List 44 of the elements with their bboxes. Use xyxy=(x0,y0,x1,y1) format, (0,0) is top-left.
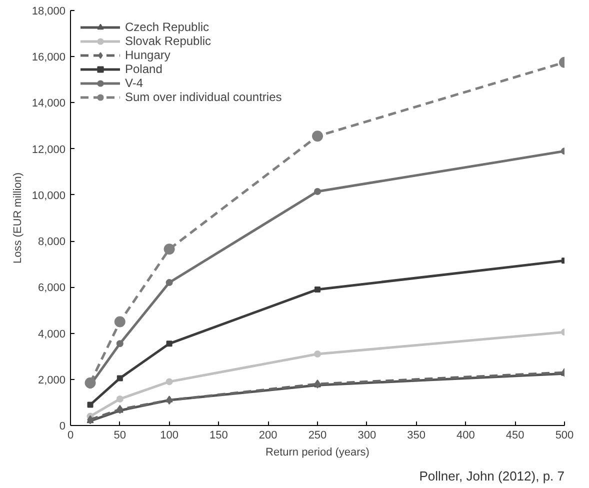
y-tick-label: 2,000 xyxy=(38,374,66,386)
point xyxy=(116,340,124,348)
text: Pollner, John (2012), p. 7 xyxy=(419,468,565,484)
y-tick-label: 0 xyxy=(59,420,66,432)
x-tick-label: 250 xyxy=(308,430,327,442)
x-tick-label: 400 xyxy=(456,430,475,442)
point xyxy=(314,188,321,195)
x-tick-label: 300 xyxy=(358,430,376,442)
point xyxy=(116,375,123,382)
y-tick-label: 12,000 xyxy=(32,144,66,156)
point xyxy=(116,395,124,402)
y-tick-label: 18,000 xyxy=(32,6,66,18)
x-tick-label: 150 xyxy=(210,430,228,442)
y-tick-label: 16,000 xyxy=(32,52,66,64)
legend-label: Czech Republic xyxy=(125,20,210,34)
legend-label: V-4 xyxy=(125,76,144,90)
point xyxy=(312,130,323,142)
y-tick-label: 6,000 xyxy=(38,282,66,294)
x-tick-label: 450 xyxy=(506,430,524,442)
legend-label: Hungary xyxy=(125,48,170,62)
legend-label: Slovak Republic xyxy=(125,34,212,48)
legend-label: Poland xyxy=(125,62,162,76)
point xyxy=(166,378,173,386)
y-tick-label: 10,000 xyxy=(32,190,66,202)
legend-label: Sum over individual countries xyxy=(125,90,282,104)
x-tick-label: 50 xyxy=(114,430,126,442)
y-tick-label: 14,000 xyxy=(32,98,66,110)
point xyxy=(164,244,175,255)
x-tick-label: 100 xyxy=(160,430,178,442)
x-tick-label: 350 xyxy=(407,430,426,442)
x-tick-label: 500 xyxy=(555,430,574,442)
y-axis-title: Loss (EUR million) xyxy=(12,172,24,264)
point xyxy=(314,350,321,358)
x-tick-label: 200 xyxy=(258,430,278,442)
y-tick-label: 4,000 xyxy=(38,328,66,340)
x-tick-label: 0 xyxy=(67,430,74,442)
point xyxy=(114,316,126,328)
x-axis-title: Return period (years) xyxy=(266,446,370,458)
point xyxy=(84,377,96,388)
point xyxy=(87,402,94,408)
y-tick-label: 8,000 xyxy=(38,236,66,248)
point xyxy=(166,279,173,286)
point xyxy=(314,286,320,292)
point xyxy=(166,340,172,347)
